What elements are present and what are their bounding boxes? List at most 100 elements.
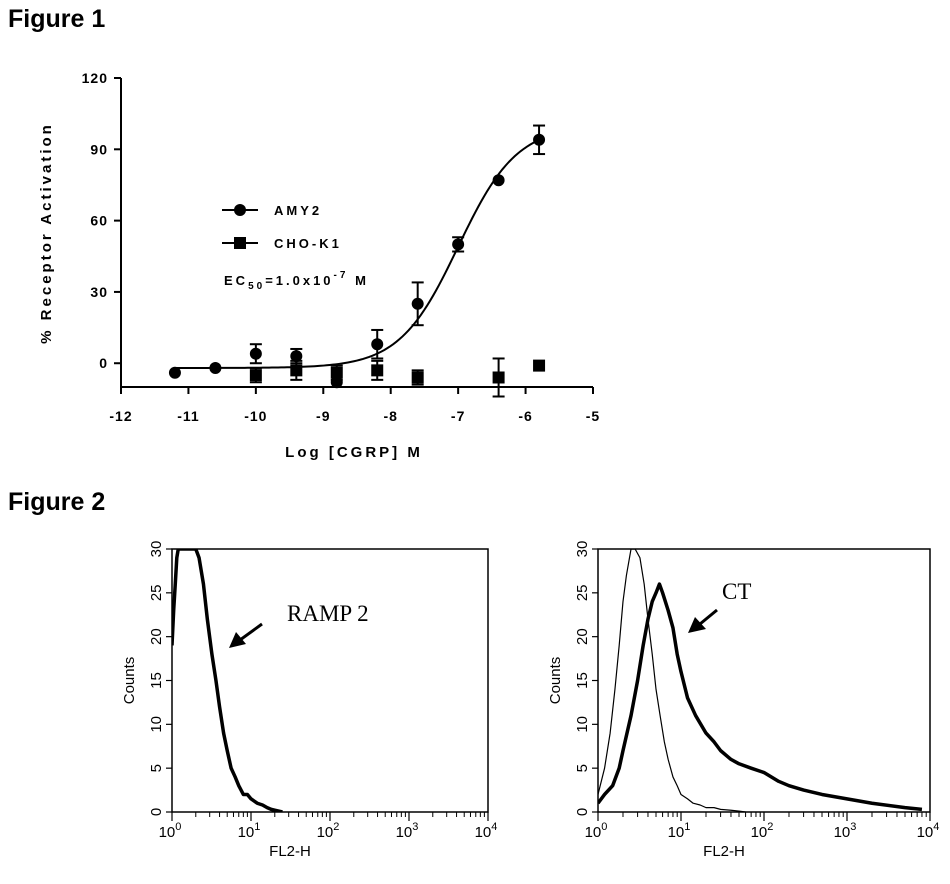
amy2-point: [492, 174, 505, 187]
ct-y-tick-label: 25: [574, 584, 591, 601]
figure1-x-tick-label: -6: [518, 408, 532, 424]
figure1-y-tick-label: 120: [82, 70, 108, 86]
ct-x-tick-exponent: 0: [601, 821, 607, 833]
ct-annotation: CT: [722, 579, 751, 604]
chok1-point: [330, 366, 343, 379]
figure1-x-tick-label: -5: [586, 408, 600, 424]
ramp2-x-tick-label: 103: [396, 821, 419, 841]
figure1-y-tick-label: 60: [90, 213, 108, 229]
ramp2-x-tick-label: 104: [475, 821, 498, 841]
amy2-fit-curve: [174, 139, 540, 369]
chok1-point: [371, 364, 384, 377]
figure1-x-tick-label: -7: [451, 408, 465, 424]
figure1-marks: [168, 124, 546, 398]
ct-x-tick-label: 102: [751, 821, 774, 841]
ramp2-x-tick-label: 102: [317, 821, 340, 841]
figure1-x-tick-label: -8: [383, 408, 397, 424]
ct-y-tick-label: 10: [574, 716, 591, 733]
ramp2-x-tick-base: 10: [475, 824, 492, 841]
ramp2-y-tick-label: 0: [148, 808, 165, 816]
legend-amy2-marker: [234, 204, 246, 216]
ct-y-tick-label: 15: [574, 672, 591, 689]
ramp2-x-tick-base: 10: [159, 824, 176, 841]
ramp2-x-tick-base: 10: [396, 824, 413, 841]
ct-traces: [598, 549, 923, 812]
amy2-point: [533, 133, 546, 146]
ramp2-x-tick-label: 101: [238, 821, 261, 841]
amy2-point: [371, 338, 384, 351]
chok1-point: [290, 364, 303, 377]
legend-chok1-label: CHO-K1: [274, 236, 342, 251]
ramp2-y-tick-label: 30: [148, 541, 165, 558]
amy2-point: [411, 297, 424, 310]
ramp2-x-tick-base: 10: [317, 824, 334, 841]
ct-x-tick-exponent: 1: [684, 821, 690, 833]
ramp2-arrow-icon: [229, 622, 263, 648]
ct-x-tick-exponent: 3: [850, 821, 856, 833]
ct-y-tick-label: 0: [574, 808, 591, 816]
ct-arrow-icon: [688, 608, 718, 633]
ramp2-y-tick-label: 15: [148, 672, 165, 689]
ramp2-x-tick-exponent: 2: [333, 821, 339, 833]
figure1-x-tick-label: -10: [244, 408, 267, 424]
chok1-point: [533, 359, 546, 372]
ramp2-x-tick-exponent: 1: [254, 821, 260, 833]
ramp2-x-tick-label: 100: [159, 821, 182, 841]
ct-histogram-trace-thin: [598, 549, 746, 812]
ramp2-plot-frame: [171, 548, 489, 813]
ramp2-histogram-trace-thick: [172, 549, 283, 812]
ramp2-x-tick-exponent: 4: [491, 821, 497, 833]
ct-x-tick-base: 10: [751, 824, 768, 841]
figure1-axes: -12 -11 -10 -9 -8 -7 -6 -5 0 30 60 90 120: [82, 70, 600, 424]
figure1-y-tick-label: 90: [90, 141, 108, 157]
ramp2-annotation: RAMP 2: [287, 601, 369, 626]
ct-x-tick-label: 103: [834, 821, 857, 841]
ramp2-x-axis-label: FL2-H: [269, 843, 311, 860]
figure1-y-tick-label: 0: [99, 355, 108, 371]
ct-x-tick-base: 10: [834, 824, 851, 841]
amy2-point: [290, 350, 303, 363]
ct-x-axis-label: FL2-H: [703, 843, 745, 860]
figure1-y-tick-label: 30: [90, 284, 108, 300]
ct-x-tick-exponent: 4: [933, 821, 939, 833]
ct-y-tick-label: 20: [574, 628, 591, 645]
amy2-point: [209, 361, 222, 374]
figure1-heading: Figure 1: [8, 5, 106, 33]
figure1-x-tick-label: -11: [177, 408, 199, 424]
legend-chok1-marker: [234, 237, 246, 249]
ramp2-x-tick-base: 10: [238, 824, 255, 841]
amy2-point: [452, 238, 465, 251]
ct-y-tick-label: 5: [574, 764, 591, 772]
amy2-point: [168, 366, 181, 379]
ct-x-tick-base: 10: [668, 824, 685, 841]
chok1-point: [411, 371, 424, 384]
ct-x-tick-label: 100: [585, 821, 608, 841]
amy2-point: [249, 347, 262, 360]
ramp2-y-axis-label: Counts: [121, 657, 138, 705]
figure1-x-axis-label: Log [CGRP] M: [285, 444, 423, 461]
ct-x-tick-base: 10: [585, 824, 602, 841]
figure1-x-tick-label: -12: [109, 408, 132, 424]
ramp2-y-tick-label: 5: [148, 764, 165, 772]
ct-y-tick-label: 30: [574, 541, 591, 558]
ct-x-tick-label: 101: [668, 821, 691, 841]
ramp2-x-tick-exponent: 0: [175, 821, 181, 833]
figure1-legend: AMY2 CHO-K1 EC50=1.0x10-7 M: [222, 203, 369, 292]
ct-histogram-trace-thick: [598, 582, 923, 812]
ct-x-tick-label: 104: [917, 821, 940, 841]
ramp2-y-tick-label: 20: [148, 628, 165, 645]
chok1-point: [249, 369, 262, 382]
figure1-x-tick-label: -9: [316, 408, 330, 424]
ramp2-traces: [172, 549, 283, 812]
legend-amy2-label: AMY2: [274, 203, 322, 218]
ct-y-axis-label: Counts: [547, 657, 564, 705]
ramp2-y-tick-label: 10: [148, 716, 165, 733]
figure1-ec50-annotation: EC50=1.0x10-7 M: [224, 270, 369, 292]
ramp2-y-tick-label: 25: [148, 584, 165, 601]
ramp2-x-tick-exponent: 3: [412, 821, 418, 833]
ct-x-tick-base: 10: [917, 824, 934, 841]
figure2-heading: Figure 2: [8, 488, 106, 516]
